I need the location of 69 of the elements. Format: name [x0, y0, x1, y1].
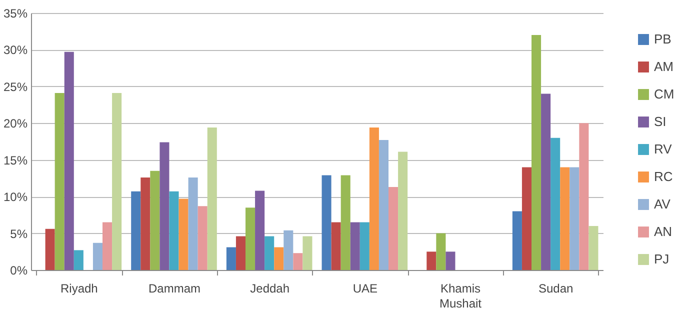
- legend-label: AV: [654, 196, 671, 212]
- bar: [550, 138, 560, 270]
- bar: [45, 228, 55, 270]
- bar: [293, 253, 303, 270]
- x-tick-label: UAE: [352, 282, 378, 296]
- y-tick-label: 0%: [10, 264, 28, 278]
- bar: [54, 93, 64, 270]
- bar: [512, 211, 522, 270]
- bar: [446, 252, 456, 270]
- bar: [160, 142, 170, 270]
- legend-label: PJ: [654, 252, 670, 266]
- bar: [436, 233, 446, 270]
- bar: [588, 226, 598, 270]
- y-tick-label: 20%: [3, 116, 28, 131]
- legend-label: AN: [654, 224, 672, 239]
- bar: [64, 52, 74, 270]
- bar: [274, 247, 284, 270]
- x-tick-label: Dammam: [148, 282, 201, 296]
- bar: [169, 191, 179, 270]
- bar: [284, 230, 294, 270]
- legend-label: SI: [654, 114, 666, 129]
- x-tick-label: Khamis Mushait: [439, 282, 482, 309]
- bar: [426, 252, 436, 270]
- x-tick-label: Riyadh: [60, 282, 98, 296]
- bar: [570, 167, 580, 270]
- y-tick-label: 15%: [3, 153, 28, 168]
- bar: [340, 175, 350, 270]
- legend-label: CM: [654, 86, 674, 102]
- bar: [150, 170, 160, 270]
- bar: [102, 222, 112, 270]
- legend-label: RC: [654, 169, 673, 184]
- bar: [74, 250, 84, 270]
- bar: [378, 140, 388, 270]
- legend-label: AM: [654, 59, 674, 74]
- bar: [541, 94, 551, 270]
- y-tick-label: 5%: [10, 226, 28, 241]
- legend-label: RV: [654, 142, 672, 156]
- bar: [398, 152, 408, 270]
- bar: [246, 208, 256, 270]
- bar: [350, 222, 360, 270]
- bar: [560, 167, 570, 270]
- bar: [131, 191, 141, 270]
- bar: [255, 190, 265, 270]
- bar: [188, 177, 198, 270]
- x-tick-label: Jeddah: [250, 282, 290, 296]
- x-tick-label: Sudan: [538, 282, 574, 296]
- y-tick-label: 25%: [3, 80, 28, 94]
- bar: [198, 206, 208, 270]
- bar: [92, 242, 102, 270]
- bar: [522, 167, 532, 270]
- bar: [388, 187, 398, 270]
- bar: [369, 128, 379, 270]
- y-tick-label: 10%: [3, 190, 28, 204]
- y-tick-label: 30%: [3, 43, 28, 58]
- bar: [331, 222, 341, 270]
- bar: [360, 222, 370, 270]
- bar: [236, 236, 246, 270]
- bar: [207, 128, 217, 270]
- y-tick-label: 35%: [3, 6, 28, 20]
- bar: [112, 93, 122, 270]
- bar: [532, 35, 542, 270]
- bar: [579, 123, 589, 270]
- bar: [226, 247, 236, 270]
- bar: [302, 236, 312, 270]
- bar: [140, 177, 150, 270]
- bar: [178, 198, 188, 270]
- legend-label: PB: [654, 32, 672, 46]
- bar: [264, 236, 274, 270]
- bar: [322, 175, 332, 270]
